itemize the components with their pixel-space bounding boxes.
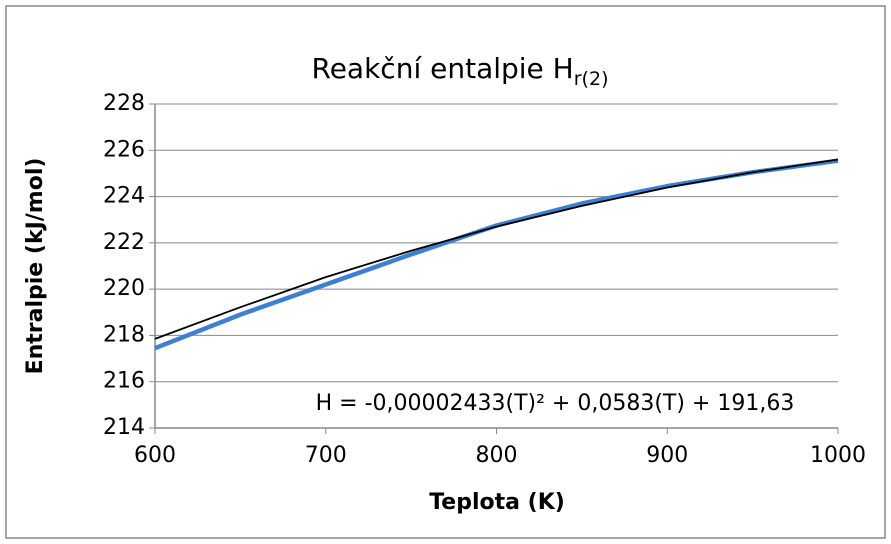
title-subscript: r(2) — [574, 68, 609, 90]
x-tick-label: 800 — [476, 443, 518, 468]
y-tick-label: 214 — [103, 415, 145, 440]
y-tick-label: 226 — [103, 137, 145, 162]
chart-border — [5, 5, 886, 539]
annotation-background — [312, 391, 798, 416]
x-axis-label: Teplota (K) — [429, 490, 565, 515]
x-tick-label: 1000 — [810, 443, 866, 468]
y-tick-label: 228 — [103, 91, 145, 116]
x-tick-label: 900 — [646, 443, 688, 468]
y-tick-label: 224 — [103, 184, 145, 209]
y-axis-label: Entralpie (kJ/mol) — [23, 158, 48, 375]
x-tick-label: 700 — [305, 443, 347, 468]
chart-title: Reakční entalpie Hr(2) — [312, 52, 609, 90]
y-tick-label: 218 — [103, 322, 145, 347]
series-line — [154, 158, 839, 340]
y-tick-label: 220 — [103, 276, 145, 301]
y-tick-label: 222 — [103, 230, 145, 255]
y-tick-label: 216 — [103, 369, 145, 394]
title-main: Reakční entalpie H — [312, 52, 574, 85]
x-tick-label: 600 — [134, 443, 176, 468]
trendline-equation: H = -0,00002433(T)² + 0,0583(T) + 191,63 — [316, 391, 795, 416]
